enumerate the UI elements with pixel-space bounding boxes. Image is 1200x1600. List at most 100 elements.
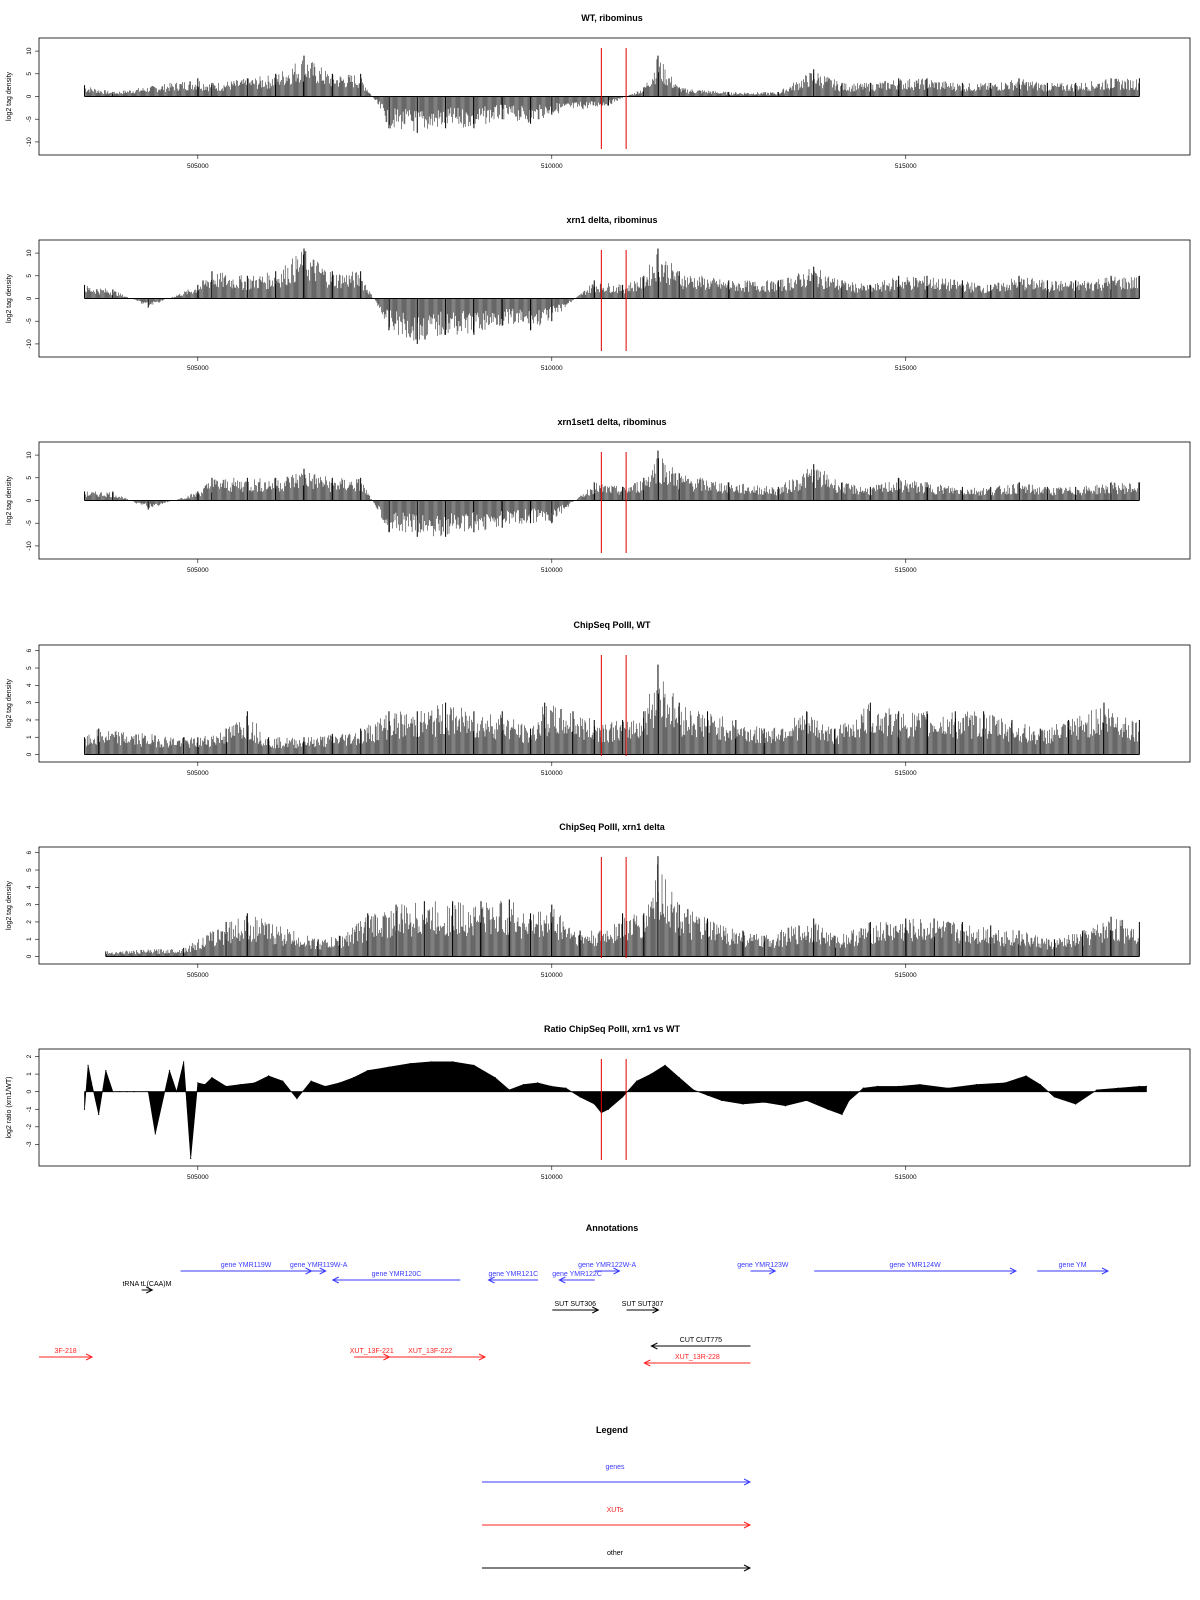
ratio-area — [84, 1061, 1147, 1159]
feature-label: tRNA tL(CAA)M — [122, 1281, 171, 1288]
x-tick-label: 510000 — [541, 365, 563, 372]
density-texture — [84, 458, 1140, 537]
density-texture — [84, 251, 1140, 341]
x-tick-label: 515000 — [895, 365, 917, 372]
ratio-point — [1096, 1089, 1098, 1091]
ratio-point — [706, 1094, 709, 1096]
ratio-point — [919, 1084, 921, 1086]
x-tick-label: 515000 — [895, 567, 917, 574]
feature-arrowhead — [331, 1276, 340, 1284]
x-tick-label: 510000 — [541, 770, 563, 777]
ratio-point — [430, 1061, 433, 1063]
feature-label: gene YMR122W-A — [578, 1262, 636, 1269]
ratio-point — [211, 1077, 213, 1079]
y-tick-label: 4 — [26, 683, 33, 687]
feature-label: gene YMR122C — [552, 1271, 602, 1278]
panel-title: ChipSeq PolII, xrn1 delta — [559, 822, 666, 832]
y-tick-label: 0 — [26, 752, 33, 756]
y-axis-label: log2 tag density — [6, 273, 13, 323]
y-tick-label: 5 — [26, 666, 33, 670]
x-tick-label: 515000 — [895, 1174, 917, 1181]
legend-item: genes — [482, 1464, 752, 1486]
y-tick-label: 6 — [26, 649, 33, 653]
ratio-point — [607, 1108, 610, 1110]
ratio-point — [975, 1084, 978, 1086]
feature-label: XUT_13F-221 — [350, 1348, 394, 1355]
x-tick-label: 505000 — [187, 567, 209, 574]
ratio-point — [253, 1082, 256, 1084]
legend-arrowhead — [743, 1564, 752, 1572]
ratio-point — [664, 1064, 666, 1066]
feature-arrowhead — [1101, 1267, 1110, 1275]
y-tick-label: -10 — [26, 137, 33, 147]
legend-panel: Legend genes XUTs other — [482, 1425, 752, 1572]
feature-label: gene YMR123W — [737, 1262, 789, 1269]
y-tick-label: -5 — [26, 116, 33, 122]
panel-title: Ratio ChipSeq PolII, xrn1 vs WT — [544, 1024, 681, 1034]
feature-arrowhead — [478, 1353, 487, 1361]
legend-item: XUTs — [482, 1507, 752, 1529]
x-tick-label: 510000 — [541, 1174, 563, 1181]
ratio-point — [190, 1157, 192, 1160]
x-tick-label: 505000 — [187, 1174, 209, 1181]
annotation-feature: gene YM — [1037, 1262, 1110, 1275]
feature-arrowhead — [652, 1306, 660, 1314]
y-tick-label: 10 — [26, 249, 33, 257]
ratio-point — [742, 1103, 744, 1105]
annotation-feature: gene YMR121C — [487, 1271, 538, 1284]
y-tick-label: 4 — [26, 885, 33, 889]
x-tick-label: 515000 — [895, 163, 917, 170]
ratio-point — [154, 1133, 156, 1135]
ratio-point — [721, 1099, 723, 1102]
y-tick-label: 5 — [26, 274, 33, 278]
x-tick-label: 510000 — [541, 567, 563, 574]
density-spikes — [84, 59, 1140, 131]
ratio-point — [551, 1085, 553, 1088]
legend-label: other — [607, 1550, 624, 1557]
ratio-point — [282, 1080, 284, 1082]
ratio-point — [338, 1082, 341, 1084]
y-tick-label: 2 — [26, 718, 33, 722]
ratio-point — [87, 1064, 89, 1066]
feature-arrowhead — [558, 1276, 566, 1284]
x-tick-label: 515000 — [895, 972, 917, 979]
feature-label: SUT SUT306 — [555, 1301, 597, 1308]
ratio-point — [692, 1089, 694, 1091]
ratio-point — [83, 1108, 86, 1110]
ratio-point — [352, 1077, 355, 1079]
ratio-point — [310, 1080, 312, 1082]
ratio-point — [593, 1103, 595, 1105]
track-panel: xrn1set1 delta, ribominus log2 tag densit… — [6, 417, 1191, 574]
annotation-feature: gene YMR123W — [737, 1262, 789, 1275]
ratio-point — [367, 1069, 369, 1072]
feature-arrowhead — [592, 1306, 600, 1314]
ratio-point — [473, 1064, 475, 1066]
y-tick-label: 5 — [26, 72, 33, 76]
legend-title: Legend — [596, 1425, 628, 1435]
density-spikes — [84, 681, 1140, 755]
ratio-point — [1025, 1075, 1027, 1077]
ratio-point — [636, 1080, 638, 1082]
legend-label: genes — [605, 1464, 625, 1471]
ratio-point — [1004, 1082, 1006, 1084]
ratio-point — [452, 1061, 454, 1063]
ratio-point — [508, 1089, 510, 1091]
y-tick-label: 0 — [26, 94, 33, 98]
x-tick-label: 505000 — [187, 972, 209, 979]
density-texture — [105, 864, 1140, 957]
annotation-feature: CUT CUT775 — [650, 1337, 751, 1350]
y-tick-label: 1 — [26, 1072, 33, 1076]
feature-arrowhead — [1009, 1267, 1018, 1275]
ratio-point — [621, 1096, 624, 1098]
x-tick-label: 510000 — [541, 163, 563, 170]
y-tick-label: 10 — [26, 47, 33, 55]
track-panel: ChipSeq PolII, WT log2 tag density 0 1 2 3 4 5 6… — [6, 620, 1191, 777]
track-panel: xrn1 delta, ribominus log2 tag density -10… — [6, 215, 1191, 372]
y-axis-label: log2 tag density — [6, 880, 13, 930]
feature-label: gene YMR121C — [488, 1271, 538, 1278]
ratio-point — [1117, 1087, 1119, 1089]
ratio-point — [763, 1101, 765, 1103]
panel-title: ChipSeq PolII, WT — [574, 620, 651, 630]
legend-label: XUTs — [607, 1507, 624, 1514]
